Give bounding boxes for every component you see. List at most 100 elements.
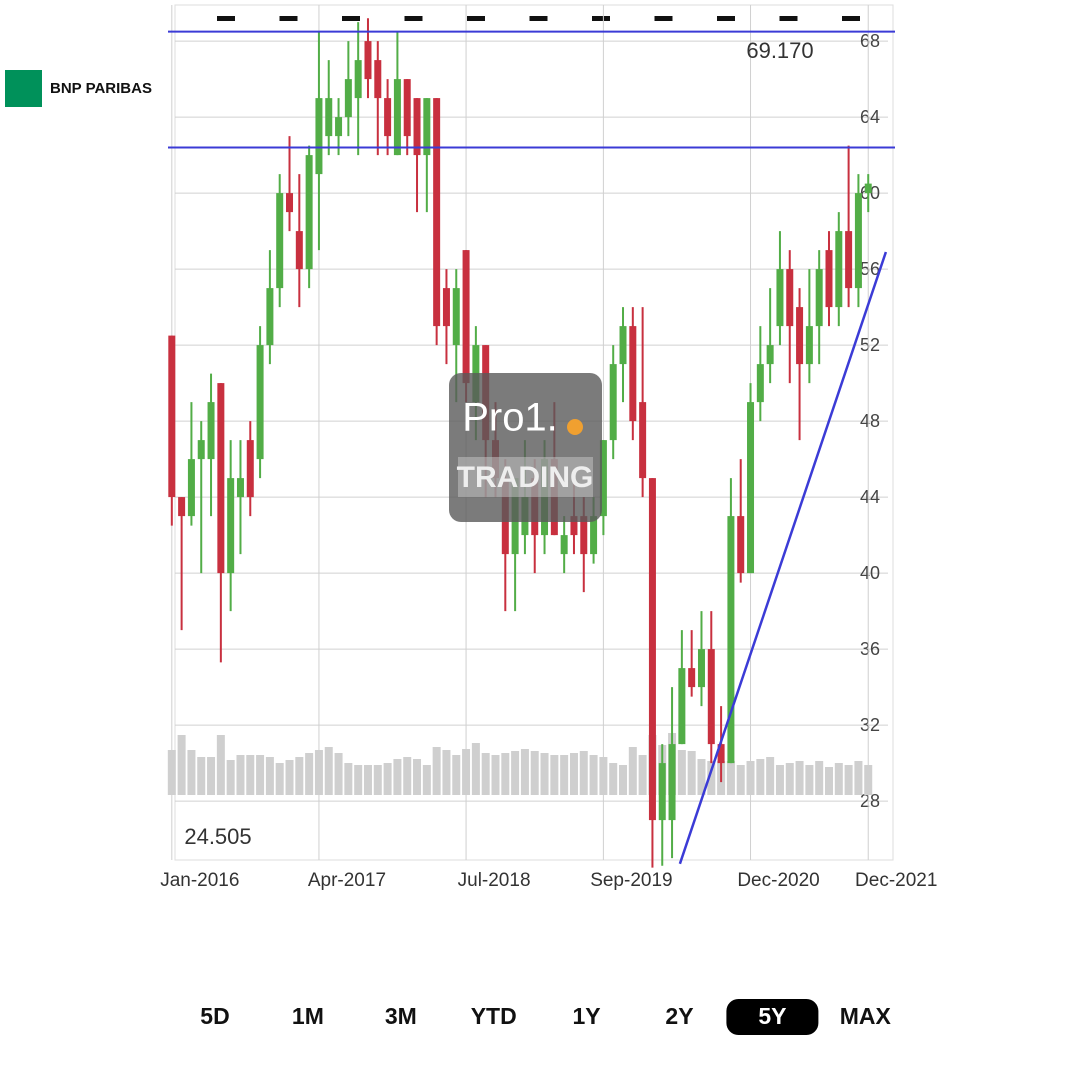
candle-body	[776, 269, 784, 327]
candle-body	[276, 193, 284, 289]
candle-body	[756, 364, 764, 403]
candle-body	[678, 668, 686, 745]
candle-body	[707, 649, 715, 745]
candle-body	[609, 364, 617, 441]
y-tick-label: 48	[860, 411, 880, 431]
volume-bar	[530, 751, 539, 795]
volume-bar	[775, 765, 784, 795]
candle-body	[717, 744, 725, 764]
candle-body	[599, 440, 607, 517]
volume-bar	[167, 750, 176, 795]
candle-body	[236, 478, 244, 498]
candle-body	[648, 478, 656, 821]
volume-bar	[491, 755, 500, 795]
range-button[interactable]: YTD	[471, 1003, 517, 1029]
candle-body	[207, 402, 215, 460]
y-tick-label: 68	[860, 31, 880, 51]
toolbar-dash	[529, 16, 548, 21]
volume-bar	[501, 753, 510, 795]
candle-body	[344, 79, 352, 118]
toolbar-dash	[467, 16, 485, 21]
toolbar-dash	[717, 16, 735, 21]
range-button[interactable]: 3M	[385, 1003, 417, 1029]
candle-body	[286, 193, 294, 213]
y-tick-label: 32	[860, 715, 880, 735]
candle-body	[629, 326, 637, 422]
x-tick-label: Sep-2019	[590, 870, 672, 891]
volume-bar	[619, 765, 628, 795]
volume-bar	[275, 763, 284, 795]
volume-bar	[403, 757, 412, 795]
volume-bar	[560, 755, 569, 795]
candle-body	[835, 231, 843, 308]
candle-body	[354, 60, 362, 99]
candle-body	[413, 98, 421, 156]
volume-bar	[609, 763, 618, 795]
watermark-dot	[567, 419, 583, 435]
volume-bar	[344, 763, 353, 795]
candle-body	[570, 516, 578, 536]
y-tick-label: 36	[860, 639, 880, 659]
y-tick-label: 44	[860, 487, 880, 507]
volume-bar	[520, 749, 529, 795]
x-tick-label: Dec-2021	[855, 870, 937, 891]
candle-body	[619, 326, 627, 365]
watermark-text: TRADING	[457, 461, 594, 494]
candle-body	[786, 269, 794, 327]
range-button[interactable]: 1M	[292, 1003, 324, 1029]
volume-bar	[766, 757, 775, 795]
candle-body	[590, 516, 598, 555]
candle-body	[433, 98, 441, 327]
candle-body	[668, 744, 676, 821]
candle-body	[805, 326, 813, 365]
volume-bar	[393, 759, 402, 795]
candle-body	[462, 250, 470, 384]
candle-body	[688, 668, 696, 688]
trend-line	[678, 251, 888, 865]
candle-body	[187, 459, 195, 517]
volume-bar	[295, 757, 304, 795]
x-tick-label: Apr-2017	[308, 870, 386, 891]
volume-bar	[805, 765, 814, 795]
toolbar-dash	[279, 16, 298, 21]
candle-body	[580, 516, 588, 555]
volume-bar	[207, 757, 216, 795]
volume-bar	[187, 750, 196, 795]
toolbar-dash	[779, 16, 798, 21]
candle-body	[845, 231, 853, 289]
toolbar-dash	[592, 16, 610, 21]
range-button[interactable]: 5D	[200, 1003, 229, 1029]
toolbar-dash	[342, 16, 360, 21]
range-button[interactable]: 5Y	[758, 1003, 786, 1029]
candle-body	[452, 288, 460, 346]
x-tick-label: Jan-2016	[160, 870, 239, 891]
volume-bar	[844, 765, 853, 795]
volume-bar	[746, 761, 755, 795]
candle-body	[305, 155, 313, 270]
range-button[interactable]: 1Y	[573, 1003, 601, 1029]
candle-body	[178, 497, 186, 517]
volume-bar	[462, 749, 471, 795]
volume-bar	[854, 761, 863, 795]
y-tick-label: 52	[860, 335, 880, 355]
volume-bar	[324, 747, 333, 795]
volume-bar	[589, 755, 598, 795]
range-button[interactable]: MAX	[840, 1003, 892, 1029]
volume-bar	[628, 747, 637, 795]
volume-bar	[795, 761, 804, 795]
volume-bar	[815, 761, 824, 795]
candle-body	[766, 345, 774, 365]
candle-body	[747, 402, 755, 574]
y-tick-label: 64	[860, 107, 880, 127]
candle-body	[266, 288, 274, 346]
candle-body	[737, 516, 745, 574]
y-tick-label: 56	[860, 259, 880, 279]
volume-bar	[373, 765, 382, 795]
volume-bar	[334, 753, 343, 795]
range-button[interactable]: 2Y	[665, 1003, 693, 1029]
candle-body	[825, 250, 833, 308]
candle-body	[315, 98, 323, 175]
volume-bar	[550, 755, 559, 795]
candle-body	[864, 183, 872, 194]
volume-bar	[697, 759, 706, 795]
